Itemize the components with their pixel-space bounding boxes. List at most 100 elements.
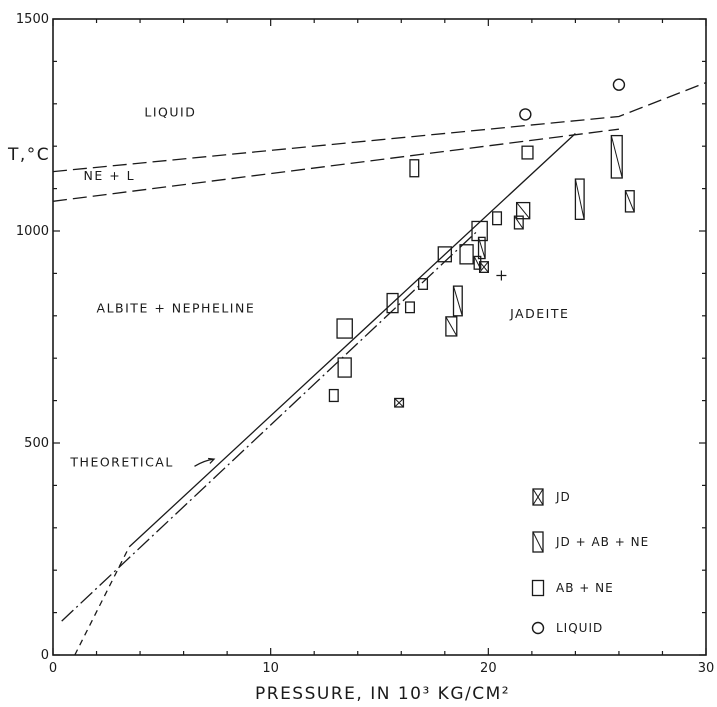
region-labels: LIQUID NE + L ALBITE + NEPHELINE JADEITE THE… [69, 105, 569, 470]
marker-diagonal [514, 215, 524, 230]
data-point-box-diagonal [574, 178, 585, 220]
marker-diagonal [574, 178, 585, 220]
legend-item: AB + NE [531, 579, 614, 597]
data-point-box [336, 318, 353, 339]
data-point-box [521, 145, 534, 160]
data-point-box [437, 246, 452, 263]
data-point-box-diagonal [515, 201, 531, 220]
data-point-box-diagonal [610, 134, 623, 179]
marker-diagonal [625, 190, 635, 213]
x-tick-label: 10 [262, 661, 279, 676]
data-point-box-cross [394, 397, 405, 408]
y-tick-label: 0 [41, 648, 49, 663]
axis-tick-labels: 0 10 20 30 0 500 1000 1500 [16, 12, 714, 676]
data-point-box [459, 244, 474, 265]
marker-box [492, 211, 503, 226]
marker-box [532, 531, 544, 553]
data-point-box-diagonal [624, 190, 635, 213]
x-axis-title: PRESSURE, IN 10³ KG/CM² [255, 684, 510, 704]
legend-label: LIQUID [556, 621, 603, 635]
marker-box [521, 145, 534, 160]
marker-diagonal [516, 202, 531, 220]
marker-box [386, 292, 399, 314]
boundary-line-experimental-boundary [128, 133, 576, 548]
data-point-box [418, 278, 429, 290]
legend-label: JD + AB + NE [555, 535, 649, 549]
legend-item: JD + AB + NE [532, 531, 649, 553]
plot-border [52, 18, 707, 656]
y-axis-title: T,°C [7, 145, 50, 165]
marker-box [574, 178, 585, 220]
data-point-box [492, 211, 503, 226]
data-point-box-diagonal [445, 316, 458, 337]
marker-box [452, 285, 463, 317]
boundary-line-experimental-boundary-extension [74, 546, 130, 656]
data-point-box [386, 292, 399, 314]
legend-label: JD [555, 490, 571, 504]
marker-box [336, 318, 353, 339]
marker-circle [612, 78, 626, 91]
data-point-box [404, 301, 415, 314]
x-tick-label: 0 [49, 661, 57, 676]
region-label: THEORETICAL [69, 454, 173, 469]
marker-diagonal [473, 256, 482, 270]
marker-box [513, 215, 524, 230]
y-tick-label: 500 [24, 436, 49, 451]
data-point-circle [519, 108, 532, 121]
data-point-box [337, 357, 352, 378]
marker-box [471, 220, 488, 242]
marker-diagonal [532, 531, 544, 553]
region-label: JADEITE [509, 306, 569, 321]
marker-diagonal [532, 488, 544, 506]
data-point-box-diagonal [513, 215, 524, 230]
boundary-line-liquidus-lower [52, 128, 619, 202]
marker-box [532, 488, 544, 506]
marker-box [394, 397, 405, 408]
theoretical-arrow [194, 457, 216, 467]
marker-box [610, 134, 623, 179]
marker-box [328, 388, 339, 403]
marker-box [473, 255, 482, 270]
marker-diagonal [445, 316, 458, 337]
region-label: ALBITE + NEPHELINE [97, 300, 256, 315]
data-markers [328, 78, 635, 408]
region-label: NE + L [83, 168, 135, 183]
marker-box [459, 244, 474, 265]
marker-box [445, 316, 458, 337]
marker-diagonal [394, 398, 404, 408]
data-point-circle [612, 78, 626, 91]
y-tick-label: 1500 [16, 12, 49, 27]
phase-boundary-lines [52, 81, 707, 656]
data-point-box [328, 388, 339, 403]
region-label: LIQUID [144, 105, 196, 120]
marker-diagonal [610, 135, 623, 179]
marker-box [404, 301, 415, 314]
data-point-box [409, 159, 420, 178]
boundary-line-liquidus-upper [52, 81, 707, 173]
marker-circle [531, 621, 545, 635]
plot-frame [52, 18, 707, 656]
y-tick-label: 1000 [16, 224, 49, 239]
legend: JD JD + AB + NE AB + NE LIQUID [531, 488, 649, 635]
data-point-box-diagonal [473, 255, 482, 270]
marker-box [624, 190, 635, 213]
legend-label: AB + NE [556, 581, 614, 595]
x-tick-label: 20 [480, 661, 497, 676]
marker-box [477, 236, 486, 260]
plus-marker [496, 270, 507, 281]
boundary-line-theoretical-boundary [61, 230, 478, 622]
legend-item: LIQUID [531, 621, 603, 635]
marker-box [531, 579, 545, 597]
marker-diagonal [453, 285, 463, 316]
marker-box [515, 201, 531, 220]
marker-box [409, 159, 420, 178]
marker-diagonal [479, 261, 489, 273]
marker-box [337, 357, 352, 378]
marker-box [418, 278, 429, 290]
legend-item: JD [532, 488, 571, 506]
data-point-box-diagonal [452, 285, 463, 317]
data-point-box [471, 220, 488, 242]
marker-circle [519, 108, 532, 121]
